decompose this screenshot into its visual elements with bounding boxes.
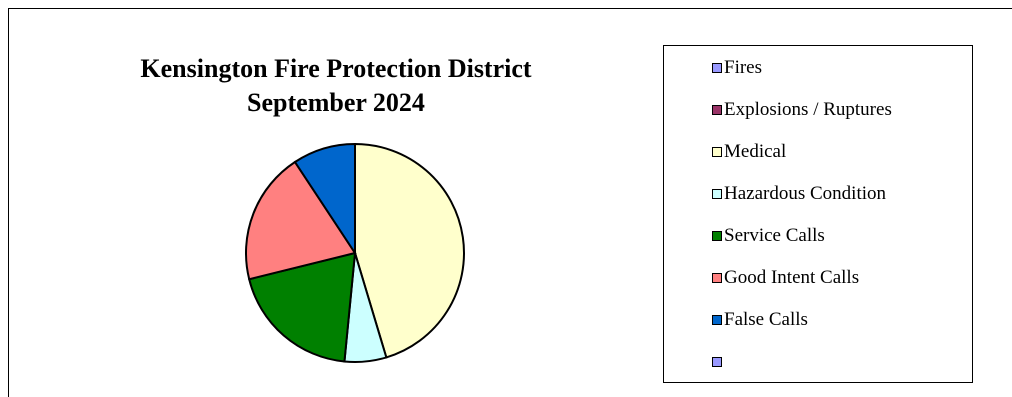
legend-label-5: Good Intent Calls bbox=[724, 267, 860, 288]
chart-title: Kensington Fire Protection District bbox=[140, 54, 532, 83]
legend-label-3: Hazardous Condition bbox=[724, 183, 887, 204]
chart-frame bbox=[8, 8, 1012, 397]
legend-label-6: False Calls bbox=[724, 309, 808, 330]
legend-label-2: Medical bbox=[724, 141, 787, 162]
legend-swatch-0 bbox=[712, 63, 722, 73]
legend-label-0: Fires bbox=[724, 57, 762, 78]
legend-swatch-4 bbox=[712, 231, 722, 241]
legend-item-4: Service Calls bbox=[712, 224, 825, 248]
legend-item-7 bbox=[712, 350, 724, 374]
pie-slice-5 bbox=[245, 160, 357, 281]
legend-label-4: Service Calls bbox=[724, 225, 825, 246]
chart-subtitle: September 2024 bbox=[247, 88, 425, 117]
legend-label-1: Explosions / Ruptures bbox=[724, 99, 892, 120]
pie-chart bbox=[245, 142, 465, 363]
legend-swatch-1 bbox=[712, 105, 722, 115]
legend-swatch-3 bbox=[712, 189, 722, 199]
chart-title-block: Kensington Fire Protection District Sept… bbox=[86, 52, 586, 120]
legend-swatch-7 bbox=[712, 357, 722, 367]
legend-item-0: Fires bbox=[712, 56, 762, 80]
legend-item-3: Hazardous Condition bbox=[712, 182, 886, 206]
legend-item-1: Explosions / Ruptures bbox=[712, 98, 892, 122]
legend-swatch-5 bbox=[712, 273, 722, 283]
legend-swatch-2 bbox=[712, 147, 722, 157]
legend-item-2: Medical bbox=[712, 140, 786, 164]
legend-item-5: Good Intent Calls bbox=[712, 266, 859, 290]
pie-slice-6 bbox=[293, 142, 356, 257]
legend-item-6: False Calls bbox=[712, 308, 808, 332]
pie-slice-4 bbox=[247, 251, 357, 363]
pie-slice-2 bbox=[354, 142, 465, 359]
legend-swatch-6 bbox=[712, 315, 722, 325]
chart-legend: Fires Explosions / Ruptures Medical Hazardo… bbox=[663, 45, 973, 383]
